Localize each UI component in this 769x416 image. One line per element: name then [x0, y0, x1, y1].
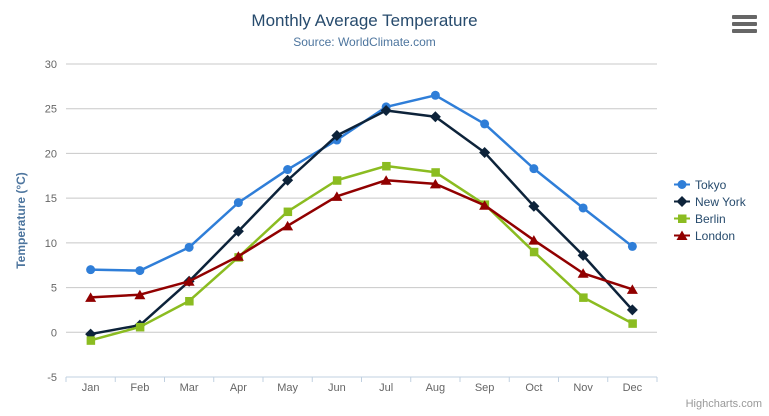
diamond-marker-icon	[674, 196, 690, 207]
series-london[interactable]	[85, 175, 638, 302]
circle-marker-icon	[674, 180, 690, 189]
x-tick-label: Aug	[426, 382, 446, 394]
y-tick-label: 5	[51, 283, 57, 295]
x-tick-label: Jul	[379, 382, 393, 394]
chart-title: Monthly Average Temperature	[251, 11, 478, 30]
hamburger-icon	[732, 15, 757, 33]
square-marker-icon	[674, 214, 690, 223]
legend-item-new-york[interactable]: New York	[674, 193, 746, 210]
y-tick-label: -5	[47, 372, 57, 384]
y-tick-label: 25	[45, 104, 57, 116]
y-tick-label: 15	[45, 193, 57, 205]
series-berlin[interactable]	[86, 161, 637, 345]
x-tick-label: Feb	[130, 382, 149, 394]
x-tick-label: Apr	[230, 382, 247, 394]
x-tick-label: Oct	[525, 382, 542, 394]
series-new-york[interactable]	[85, 105, 638, 340]
x-tick-label: Jan	[82, 382, 100, 394]
legend-label: London	[695, 228, 736, 243]
chart-subtitle: Source: WorldClimate.com	[293, 35, 436, 49]
legend-label: New York	[695, 194, 746, 209]
triangle-marker-icon	[674, 230, 690, 240]
legend-label: Berlin	[695, 211, 726, 226]
y-tick-label: 0	[51, 327, 57, 339]
x-tick-label: Nov	[573, 382, 593, 394]
x-tick-label: Dec	[623, 382, 643, 394]
legend-label: Tokyo	[695, 177, 727, 192]
legend-item-london[interactable]: London	[674, 227, 746, 244]
export-menu-button[interactable]	[732, 15, 757, 35]
y-tick-label: 30	[45, 59, 57, 71]
x-tick-label: May	[277, 382, 298, 394]
series-tokyo[interactable]	[86, 90, 637, 276]
credits-link[interactable]: Highcharts.com	[685, 398, 762, 410]
x-tick-label: Jun	[328, 382, 346, 394]
legend: Tokyo New York Berlin London	[674, 176, 746, 244]
legend-item-berlin[interactable]: Berlin	[674, 210, 746, 227]
legend-item-tokyo[interactable]: Tokyo	[674, 176, 746, 193]
y-tick-label: 10	[45, 238, 57, 250]
y-axis-title: Temperature (°C)	[14, 172, 28, 269]
x-tick-label: Mar	[180, 382, 199, 394]
x-tick-label: Sep	[475, 382, 495, 394]
y-tick-label: 20	[45, 148, 57, 160]
